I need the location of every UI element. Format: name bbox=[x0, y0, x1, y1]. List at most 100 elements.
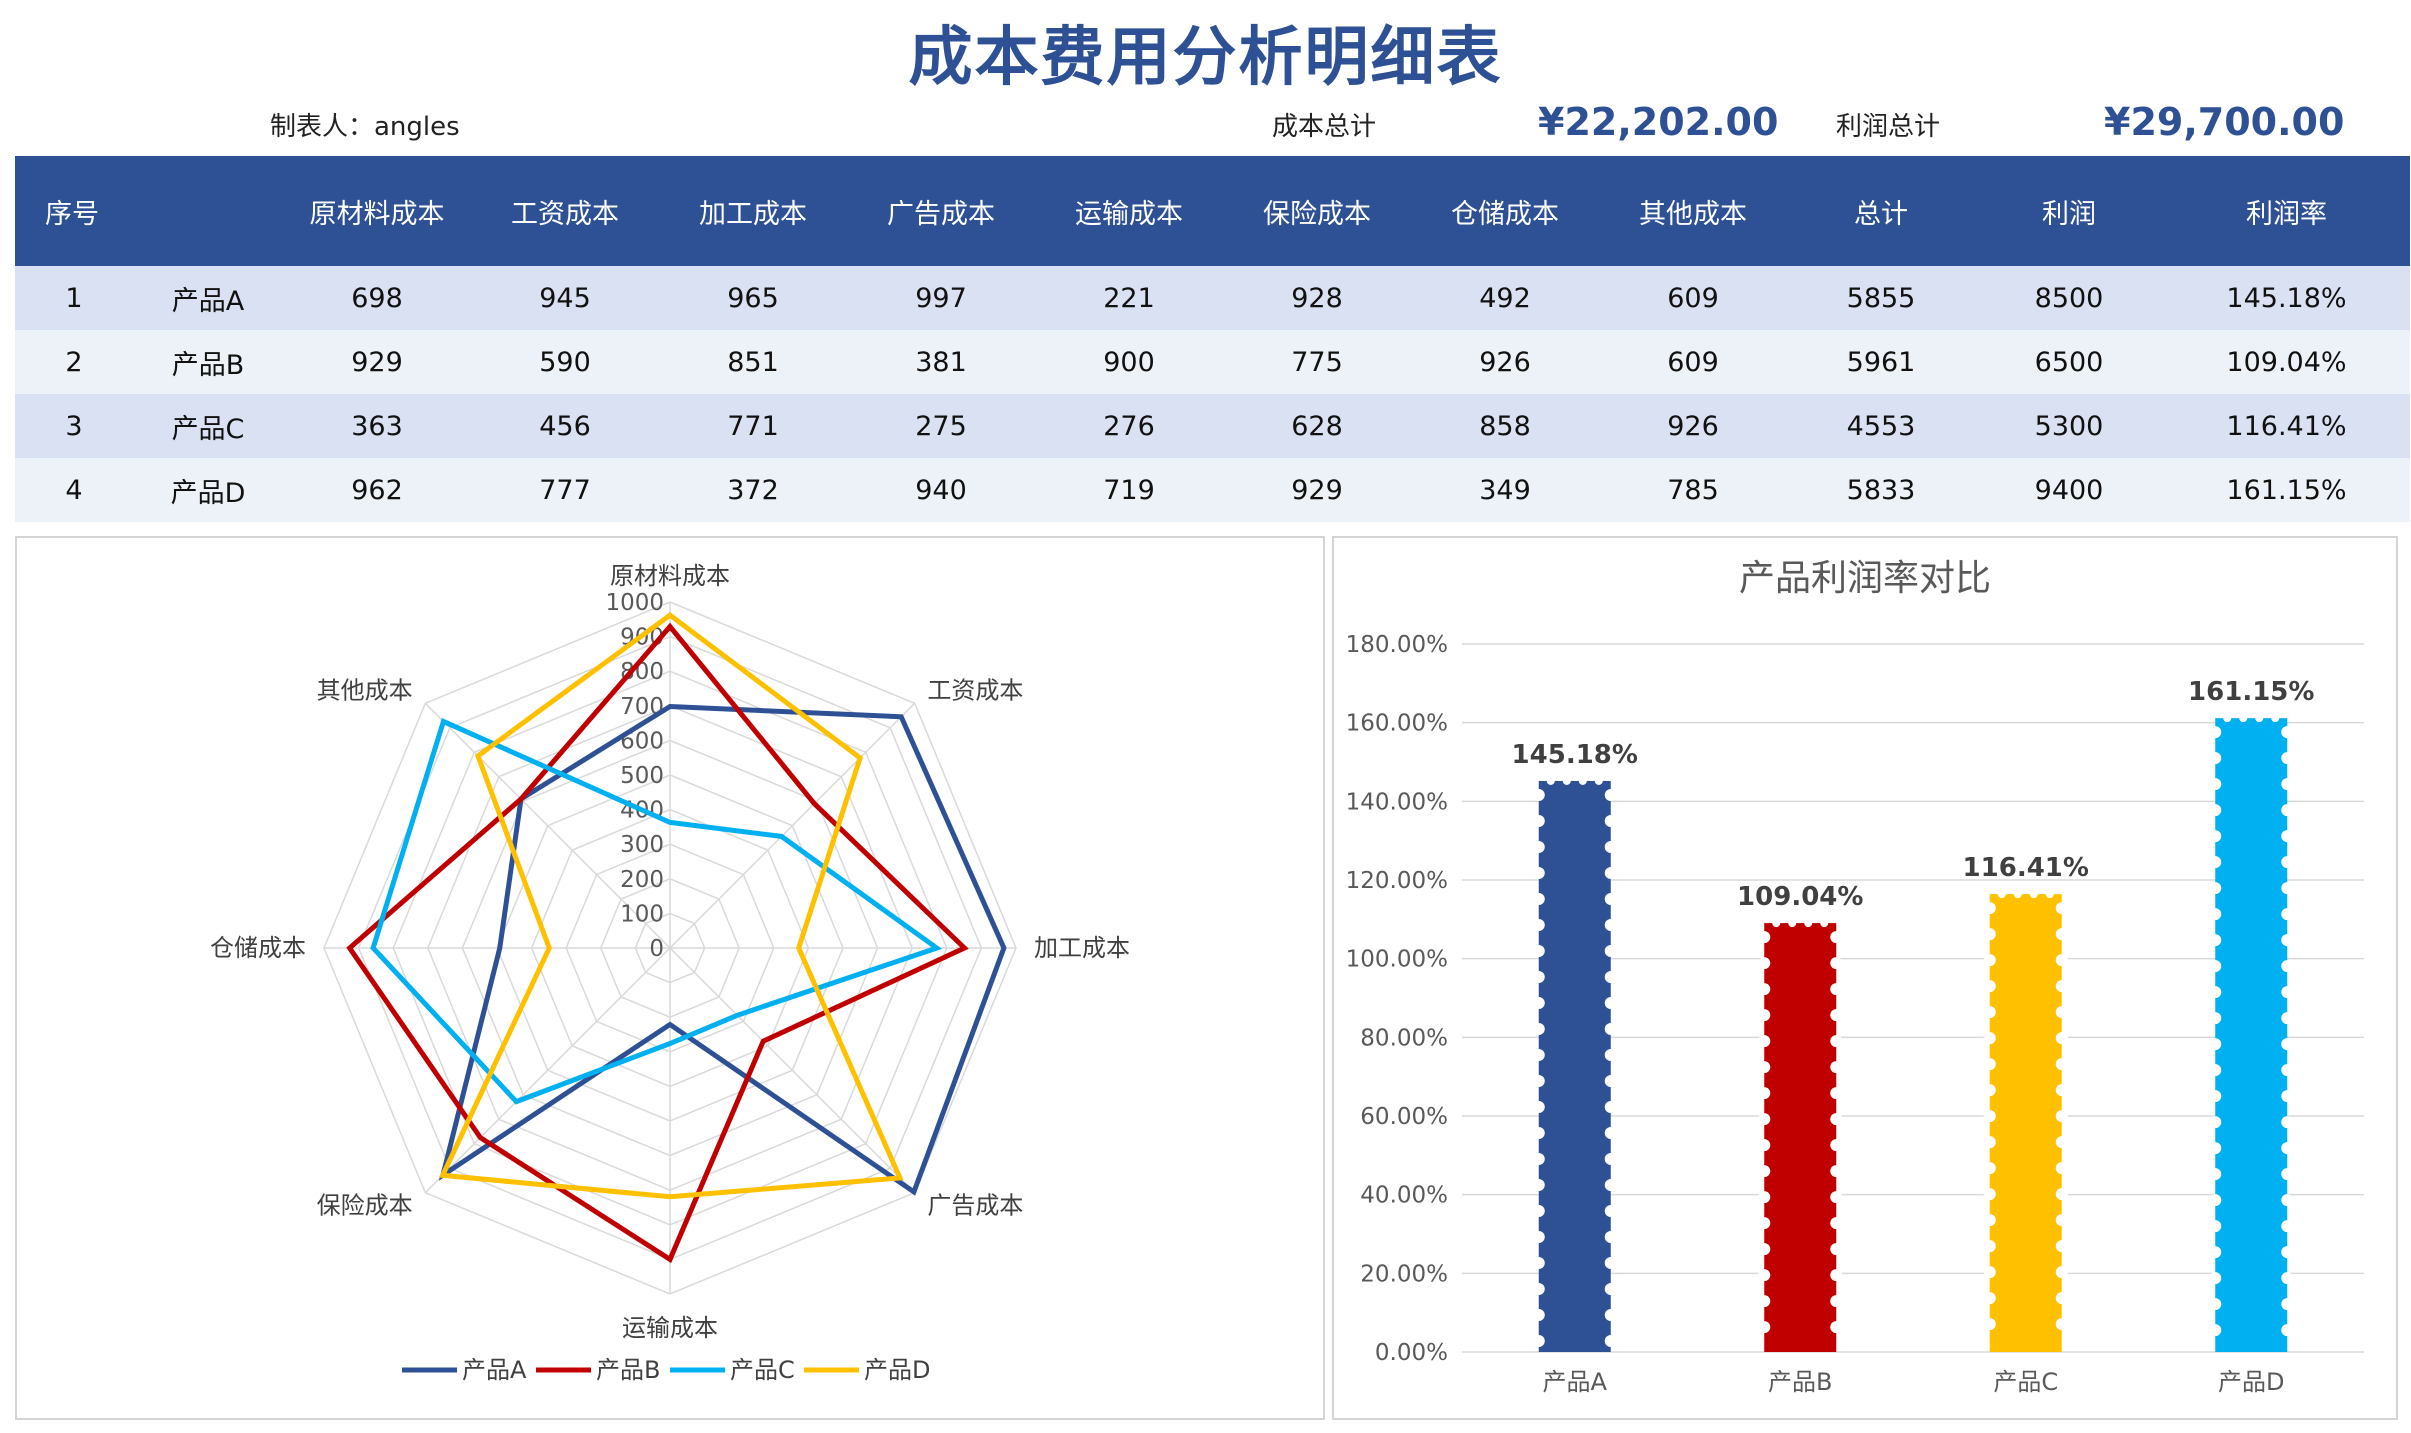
table-cell: 6500 bbox=[1975, 330, 2163, 394]
bar-notch bbox=[1604, 1126, 1617, 1139]
table-cell: 928 bbox=[1223, 266, 1411, 330]
bar-notch bbox=[2209, 752, 2222, 765]
y-tick-label: 0.00% bbox=[1375, 1340, 1448, 1366]
bar-notch bbox=[1983, 980, 1996, 993]
bar-notch bbox=[1532, 840, 1545, 853]
radar-spoke bbox=[424, 702, 671, 949]
col-header: 其他成本 bbox=[1599, 156, 1787, 266]
bar-notch bbox=[1758, 1269, 1771, 1282]
bar-notch bbox=[2281, 1272, 2294, 1285]
y-tick-label: 140.00% bbox=[1346, 789, 1448, 815]
table-cell: 3 bbox=[15, 394, 133, 458]
bar-notch bbox=[2281, 1168, 2294, 1181]
bar-notch bbox=[2281, 934, 2294, 947]
bar-notch bbox=[1830, 957, 1843, 970]
radar-spoke bbox=[669, 947, 916, 1194]
bar-notch bbox=[2209, 1272, 2222, 1285]
bar-notch bbox=[1532, 1256, 1545, 1269]
col-header: 保险成本 bbox=[1223, 156, 1411, 266]
y-tick-label: 100.00% bbox=[1346, 947, 1448, 973]
bar-notch bbox=[1758, 983, 1771, 996]
table-cell: 771 bbox=[659, 394, 847, 458]
bar-notch bbox=[1772, 919, 1781, 928]
bar-notch bbox=[1604, 1230, 1617, 1243]
bar-chart-panel: 产品利润率对比 0.00% 20.00% 40.00% 60.00% 80.00% 100.… bbox=[1332, 536, 2398, 1420]
bar-notch bbox=[1983, 1006, 1996, 1019]
bar-data-label: 109.04% bbox=[1737, 882, 1863, 912]
bar-notch bbox=[1758, 1295, 1771, 1308]
bar-notch bbox=[2209, 1220, 2222, 1233]
bar-notch bbox=[2055, 980, 2068, 993]
bar-group bbox=[2209, 714, 2294, 1352]
bar-notch bbox=[2055, 1136, 2068, 1149]
col-header: 原材料成本 bbox=[283, 156, 471, 266]
bar-notch bbox=[1830, 1061, 1843, 1074]
bar-notch bbox=[1532, 1282, 1545, 1295]
bar-notch bbox=[1532, 1048, 1545, 1061]
x-tick-label: 产品B bbox=[1768, 1368, 1832, 1396]
bar-notch bbox=[1983, 1110, 1996, 1123]
bar-notch bbox=[2209, 1064, 2222, 1077]
bar-notch bbox=[2281, 1064, 2294, 1077]
radar-axis-label: 仓储成本 bbox=[210, 934, 306, 962]
table-cell: 产品B bbox=[133, 330, 283, 394]
bar-notch bbox=[2209, 882, 2222, 895]
bar-notch bbox=[1830, 1139, 1843, 1152]
table-cell: 5961 bbox=[1787, 330, 1975, 394]
bar-notch bbox=[2209, 856, 2222, 869]
bar-notch bbox=[1604, 1074, 1617, 1087]
table-cell: 372 bbox=[659, 458, 847, 522]
bar-group bbox=[1532, 776, 1617, 1352]
bar-notch bbox=[1532, 1178, 1545, 1191]
bar-notch bbox=[2055, 1318, 2068, 1331]
radar-tick-label: 300 bbox=[620, 832, 664, 858]
bar-notch bbox=[2281, 1324, 2294, 1337]
bar-notch bbox=[2281, 1194, 2294, 1207]
table-cell: 109.04% bbox=[2163, 330, 2410, 394]
bar-notch bbox=[2281, 1220, 2294, 1233]
table-cell: 926 bbox=[1411, 330, 1599, 394]
table-cell: 116.41% bbox=[2163, 394, 2410, 458]
bar bbox=[1989, 894, 2062, 1352]
table-cell: 2 bbox=[15, 330, 133, 394]
table-cell: 4 bbox=[15, 458, 133, 522]
table-cell: 349 bbox=[1411, 458, 1599, 522]
radar-series-line bbox=[438, 612, 904, 1200]
table-cell: 940 bbox=[847, 458, 1035, 522]
bar-notch bbox=[2281, 1038, 2294, 1051]
table-cell: 5300 bbox=[1975, 394, 2163, 458]
table-cell: 698 bbox=[283, 266, 471, 330]
bar-notch bbox=[1532, 1230, 1545, 1243]
bar-notch bbox=[1532, 970, 1545, 983]
table-cell: 产品C bbox=[133, 394, 283, 458]
bar-notch bbox=[1983, 1058, 1996, 1071]
bar-notch bbox=[1830, 1035, 1843, 1048]
table-cell: 628 bbox=[1223, 394, 1411, 458]
table-cell: 851 bbox=[659, 330, 847, 394]
bar-notch bbox=[1604, 866, 1617, 879]
table-cell: 929 bbox=[1223, 458, 1411, 522]
y-tick-label: 180.00% bbox=[1346, 632, 1448, 658]
col-header: 序号 bbox=[15, 156, 133, 266]
bar-notch bbox=[2271, 714, 2280, 723]
page-title: 成本费用分析明细表 bbox=[908, 21, 1503, 95]
bar-notch bbox=[1604, 840, 1617, 853]
bar-notch bbox=[1758, 1217, 1771, 1230]
bar-notch bbox=[1983, 954, 1996, 967]
bar-notch bbox=[1983, 928, 1996, 941]
radar-tick-label: 200 bbox=[620, 867, 664, 893]
table-cell: 5855 bbox=[1787, 266, 1975, 330]
x-tick-label: 产品D bbox=[2218, 1368, 2284, 1396]
bar bbox=[1538, 780, 1611, 1352]
bar-notch bbox=[1562, 776, 1571, 785]
table-cell: 产品D bbox=[133, 458, 283, 522]
bar-notch bbox=[1532, 814, 1545, 827]
bar-notch bbox=[1532, 944, 1545, 957]
legend-label: 产品D bbox=[864, 1356, 930, 1384]
bar-notch bbox=[2209, 804, 2222, 817]
bar-notch bbox=[1758, 1191, 1771, 1204]
bar-notch bbox=[1604, 970, 1617, 983]
bar-notch bbox=[2281, 1012, 2294, 1025]
table-cell: 492 bbox=[1411, 266, 1599, 330]
bar-notch bbox=[2209, 726, 2222, 739]
